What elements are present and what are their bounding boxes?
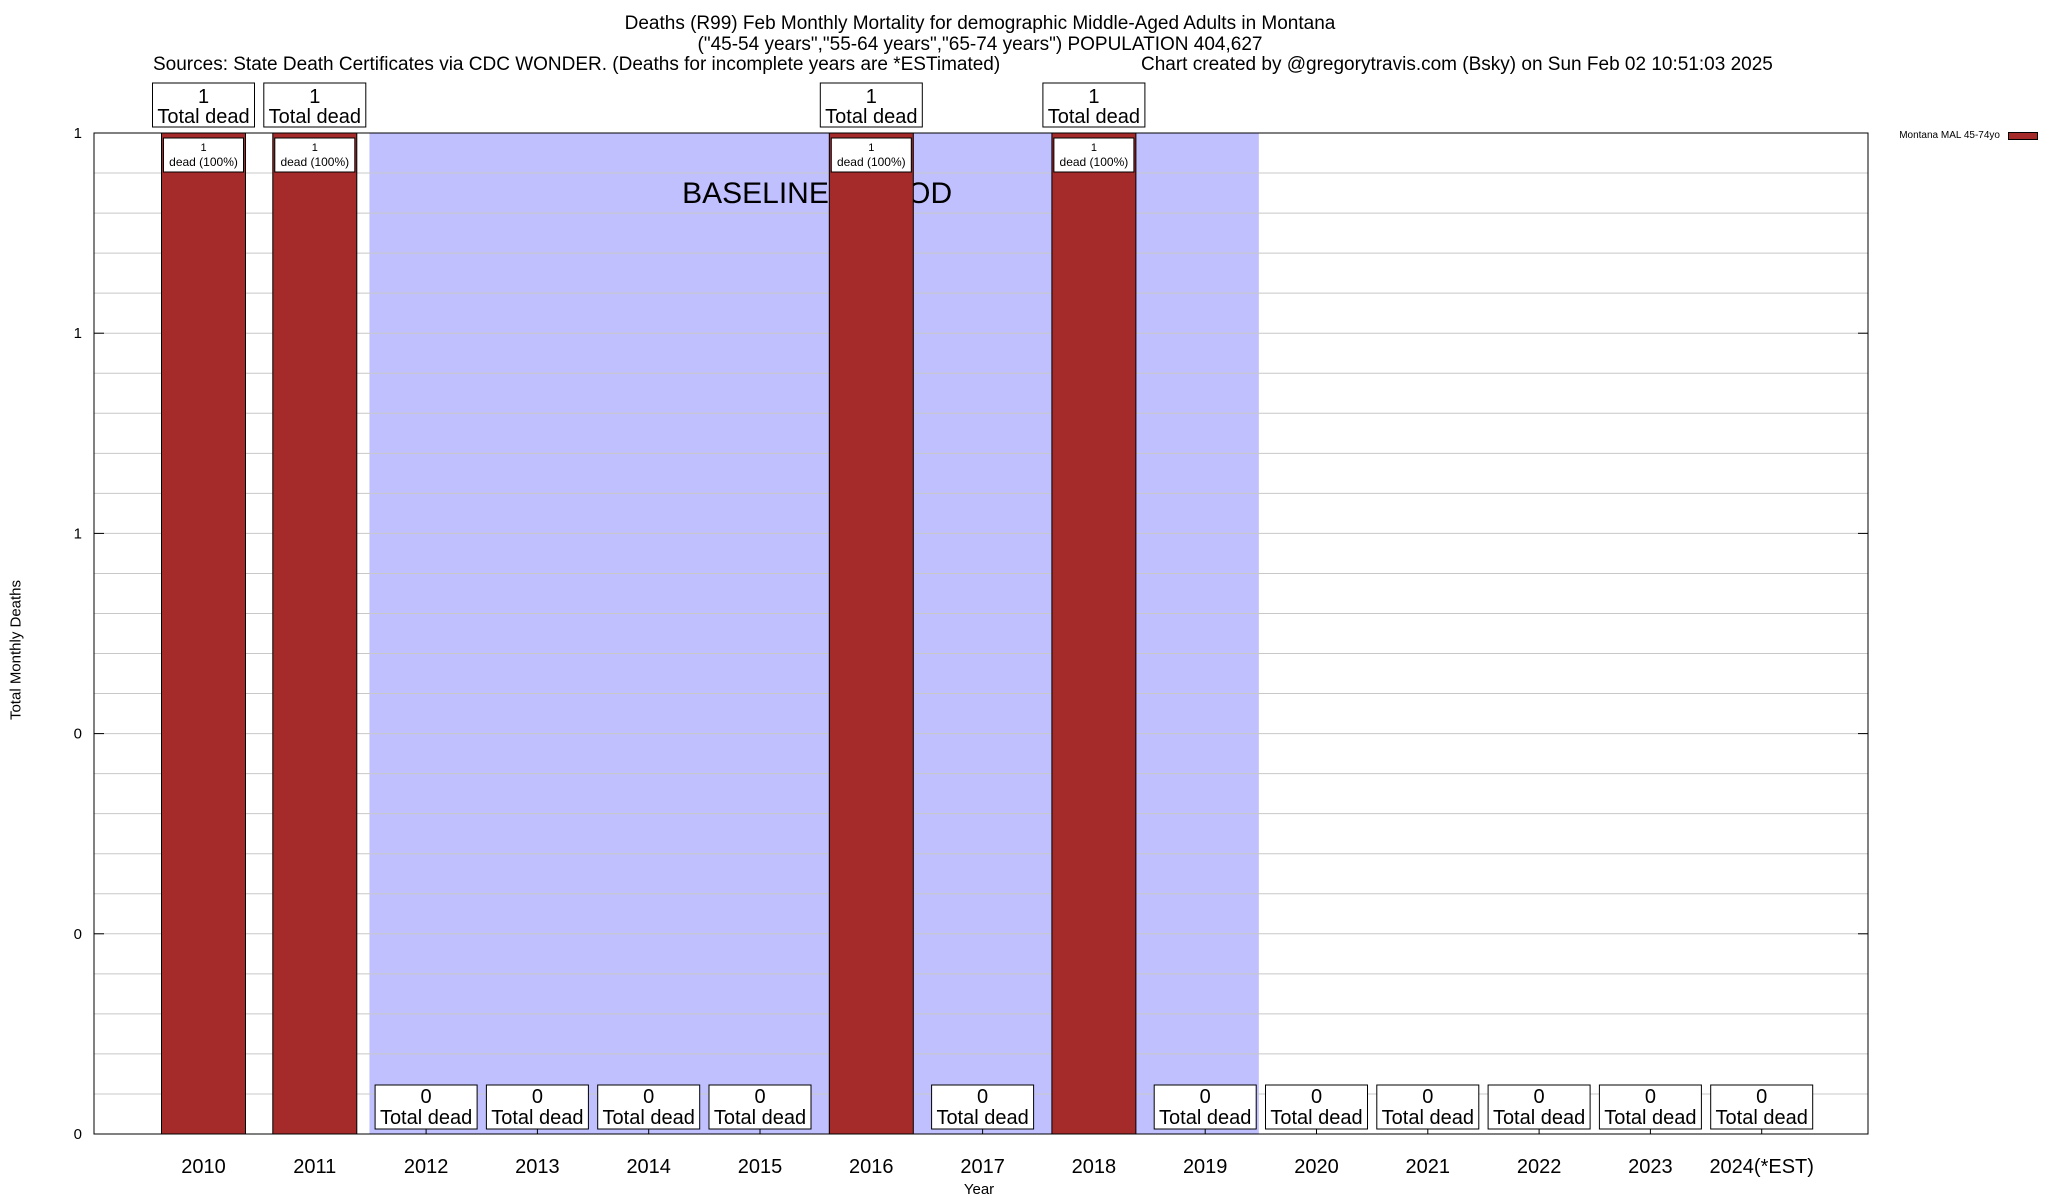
segment-label-text: dead (100%) [837, 155, 906, 169]
x-tick-label: 2021 [1406, 1156, 1451, 1178]
total-label-box [152, 82, 255, 128]
total-label-value: 0 [977, 1086, 988, 1108]
total-label-text: Total dead [936, 1107, 1028, 1129]
total-label-box [1265, 1084, 1368, 1130]
chart-source-note: Sources: State Death Certificates via CD… [153, 54, 1001, 75]
total-label-text: Total dead [603, 1107, 695, 1129]
total-label-box [819, 82, 923, 128]
segment-label-box [163, 137, 244, 173]
segment-label-text: dead (100%) [280, 155, 349, 169]
chart-subtitle: ("45-54 years","55-64 years","65-74 year… [697, 34, 1263, 55]
y-tick-label: 0 [74, 726, 82, 743]
x-tick-label: 2019 [1183, 1156, 1228, 1178]
total-label-box [1710, 1084, 1814, 1130]
y-tick-label: 1 [74, 525, 82, 542]
total-label-value: 1 [198, 86, 209, 108]
plot-border [93, 132, 1869, 1135]
segment-label-text: dead (100%) [1060, 155, 1129, 169]
y-tick-label: 1 [74, 125, 82, 142]
total-label-value: 1 [866, 86, 877, 108]
chart-title: Deaths (R99) Feb Monthly Mortality for d… [624, 13, 1336, 34]
x-tick-label: 2023 [1628, 1156, 1673, 1178]
total-label-box [263, 82, 367, 128]
total-label-text: Total dead [714, 1107, 806, 1129]
y-axis-label: Total Monthly Deaths [7, 579, 25, 721]
x-tick-label: 2010 [181, 1156, 226, 1178]
total-label-box [485, 1084, 589, 1130]
total-label-text: Total dead [1493, 1107, 1585, 1129]
total-label-value: 0 [1422, 1086, 1433, 1108]
total-label-text: Total dead [825, 106, 917, 128]
segment-label-box [1053, 137, 1135, 173]
bar [272, 132, 358, 1135]
legend: Montana MAL 45-74yo [1899, 130, 2038, 141]
total-label-text: Total dead [1048, 106, 1140, 128]
total-label-text: Total dead [380, 1107, 472, 1129]
total-label-text: Total dead [491, 1107, 583, 1129]
total-label-text: Total dead [1159, 1107, 1251, 1129]
total-label-value: 0 [421, 1086, 432, 1108]
total-label-value: 0 [1200, 1086, 1211, 1108]
segment-label-count: 1 [1091, 142, 1097, 154]
total-label-text: Total dead [1604, 1107, 1696, 1129]
total-label-box [1487, 1084, 1591, 1130]
segment-label-count: 1 [200, 142, 206, 154]
total-label-value: 0 [1756, 1086, 1767, 1108]
x-tick-label: 2017 [960, 1156, 1005, 1178]
segment-label-count: 1 [868, 142, 874, 154]
segment-label-count: 1 [312, 142, 318, 154]
bar [828, 132, 914, 1135]
total-label-text: Total dead [269, 106, 361, 128]
total-label-text: Total dead [157, 106, 249, 128]
total-label-box [931, 1084, 1035, 1130]
x-axis-label: Year [963, 1181, 995, 1198]
total-label-value: 0 [754, 1086, 765, 1108]
x-tick-label: 2011 [293, 1156, 336, 1178]
total-label-value: 1 [1088, 86, 1099, 108]
segment-label-text: dead (100%) [169, 155, 238, 169]
total-label-text: Total dead [1382, 1107, 1474, 1129]
total-label-box [374, 1084, 478, 1130]
total-label-text: Total dead [1270, 1107, 1362, 1129]
y-tick-label: 0 [74, 926, 82, 943]
y-tick-label: 1 [74, 325, 82, 342]
x-tick-label: 2020 [1294, 1156, 1339, 1178]
x-tick-label: 2014 [626, 1156, 671, 1178]
y-tick-label: 0 [74, 1126, 82, 1143]
total-label-box [597, 1084, 701, 1130]
total-label-box [1376, 1084, 1480, 1130]
total-label-box [1153, 1084, 1257, 1130]
x-tick-label: 2018 [1072, 1156, 1117, 1178]
total-label-value: 0 [1311, 1086, 1322, 1108]
x-tick-label: 2013 [515, 1156, 560, 1178]
total-label-box [1042, 82, 1146, 128]
total-label-text: Total dead [1716, 1107, 1808, 1129]
legend-swatch [2008, 131, 2038, 140]
total-label-box [708, 1084, 812, 1130]
bar [161, 132, 246, 1135]
total-label-box [1598, 1084, 1702, 1130]
segment-label-box [274, 137, 356, 173]
total-label-value: 0 [1534, 1086, 1545, 1108]
total-label-value: 0 [1645, 1086, 1656, 1108]
x-tick-label: 2022 [1517, 1156, 1562, 1178]
x-tick-label: 2015 [738, 1156, 783, 1178]
legend-entry-label: Montana MAL 45-74yo [1899, 130, 2000, 141]
chart-credit: Chart created by @gregorytravis.com (Bsk… [1141, 54, 1773, 75]
x-tick-label: 2024(*EST) [1709, 1156, 1814, 1178]
total-label-value: 0 [532, 1086, 543, 1108]
bar [1051, 132, 1137, 1135]
x-tick-label: 2016 [849, 1156, 894, 1178]
total-label-value: 0 [643, 1086, 654, 1108]
total-label-value: 1 [309, 86, 320, 108]
segment-label-box [830, 137, 912, 173]
x-tick-label: 2012 [404, 1156, 449, 1178]
